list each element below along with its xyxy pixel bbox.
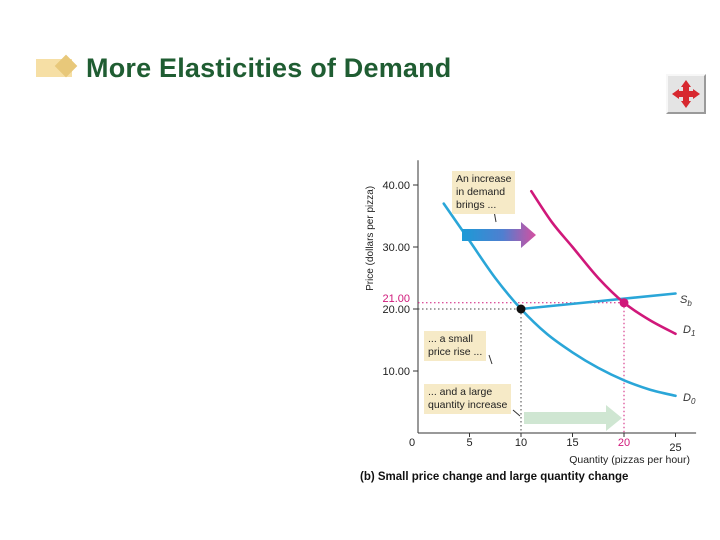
demand-curve-d1 bbox=[530, 189, 677, 336]
y-axis-label: Price (dollars per pizza) bbox=[365, 186, 376, 291]
annotation-line: in demand bbox=[456, 186, 506, 198]
y-tick-label: 20.00 bbox=[382, 304, 410, 316]
x-tick-label: 5 bbox=[466, 437, 472, 449]
x-tick-label: 15 bbox=[566, 437, 578, 449]
supply-curve-sb-label: Sb bbox=[680, 294, 692, 308]
demand-shift-arrow bbox=[462, 222, 536, 248]
annotation-line: brings ... bbox=[456, 199, 497, 211]
annotation-line: ... and a large bbox=[428, 386, 493, 398]
y-tick-label-highlight: 21.00 bbox=[382, 293, 410, 305]
annotation-small-price-rise: ... a small price rise ... bbox=[424, 331, 487, 361]
slide-title-bar: More Elasticities of Demand bbox=[36, 50, 452, 86]
title-bullet-icon bbox=[36, 54, 84, 80]
y-tick-label: 40.00 bbox=[382, 180, 410, 192]
equilibrium-point-0 bbox=[516, 304, 526, 314]
x-tick-label: 25 bbox=[669, 442, 681, 454]
equilibrium-point-1 bbox=[619, 298, 629, 308]
annotation-line: price rise ... bbox=[428, 346, 483, 358]
x-tick-label: 0 bbox=[409, 437, 415, 449]
annotation-line: An increase bbox=[456, 173, 512, 185]
slide-title: More Elasticities of Demand bbox=[86, 52, 452, 83]
x-tick-label-highlight: 20 bbox=[618, 437, 630, 449]
annotation-demand-increase: An increase in demand brings ... bbox=[452, 171, 516, 214]
supply-curve-sb bbox=[519, 292, 677, 311]
chart-caption: (b) Small price change and large quantit… bbox=[360, 471, 629, 483]
navigation-button[interactable] bbox=[666, 74, 706, 114]
y-tick-label: 30.00 bbox=[382, 242, 410, 254]
y-tick-label: 10.00 bbox=[382, 366, 410, 378]
demand-curve-d1-label: D1 bbox=[683, 324, 695, 338]
annotation-line: quantity increase bbox=[428, 399, 508, 411]
x-axis-label: Quantity (pizzas per hour) bbox=[569, 454, 690, 466]
annotation-leader-line bbox=[512, 409, 521, 417]
demand-curve-d0-label: D0 bbox=[683, 392, 696, 406]
demand-curve-d0 bbox=[442, 202, 677, 398]
quantity-increase-arrow bbox=[524, 405, 622, 431]
four-way-arrows-icon bbox=[672, 80, 700, 108]
annotation-leader-line bbox=[488, 354, 493, 365]
annotation-line: ... a small bbox=[428, 333, 473, 345]
x-tick-label: 10 bbox=[515, 437, 527, 449]
annotation-large-quantity-increase: ... and a large quantity increase bbox=[424, 384, 512, 414]
